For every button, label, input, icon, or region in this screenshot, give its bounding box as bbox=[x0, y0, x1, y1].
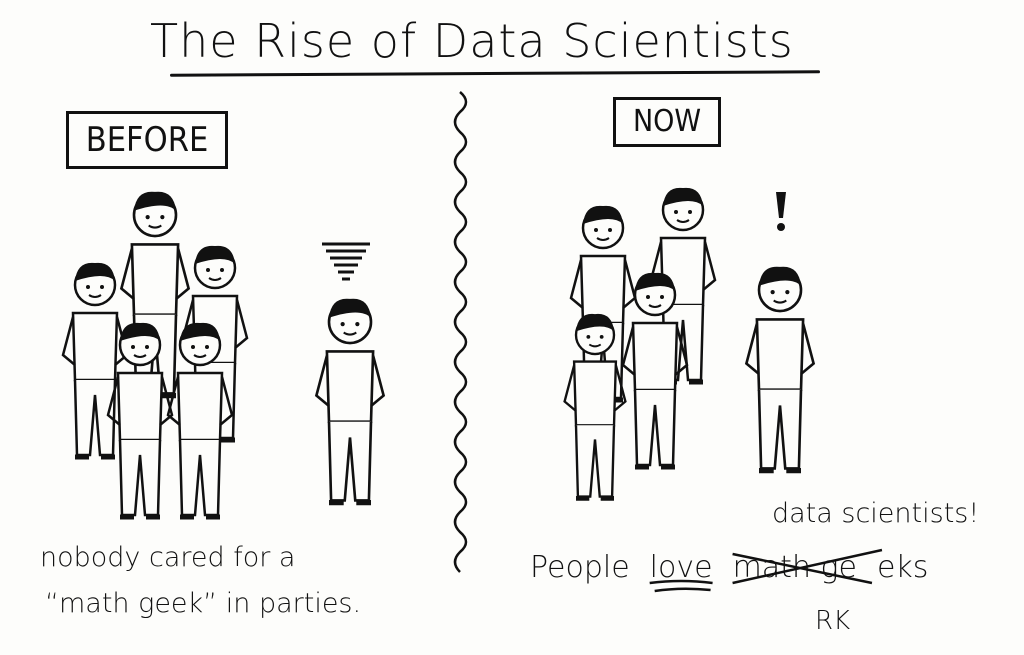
now-caption-prefix: People bbox=[530, 550, 630, 585]
before-person-back-figure bbox=[166, 322, 234, 520]
before-person-back-figure bbox=[106, 322, 174, 520]
now-person-figure bbox=[569, 205, 637, 403]
data-scientist-figure bbox=[744, 266, 816, 474]
now-person-figure bbox=[563, 313, 627, 501]
now-caption-suffix: eks bbox=[876, 550, 929, 585]
before-person-figure bbox=[181, 245, 249, 443]
now-person-figure bbox=[621, 272, 689, 470]
before-caption-line1: nobody cared for a bbox=[40, 542, 296, 573]
exclamation-icon bbox=[776, 192, 786, 231]
now-label: NOW bbox=[613, 97, 721, 147]
before-caption-line2: “math geek” in parties. bbox=[45, 588, 362, 619]
now-caption-correction: data scientists! bbox=[772, 498, 980, 529]
wavy-divider bbox=[453, 91, 468, 573]
signature: RK bbox=[815, 606, 851, 636]
before-person-figure bbox=[119, 191, 191, 399]
now-caption-emphasis: love bbox=[649, 550, 713, 585]
before-person-figure bbox=[61, 262, 129, 460]
now-person-figure bbox=[649, 187, 717, 385]
storm-cloud-icon bbox=[322, 242, 370, 281]
math-geek-figure bbox=[314, 298, 386, 506]
title-underline bbox=[169, 70, 821, 77]
now-caption: People love math ge eks bbox=[530, 550, 928, 585]
now-caption-struck: math ge bbox=[732, 550, 857, 585]
page-title: The Rise of Data Scientists bbox=[150, 14, 794, 68]
before-label: BEFORE bbox=[66, 111, 228, 169]
